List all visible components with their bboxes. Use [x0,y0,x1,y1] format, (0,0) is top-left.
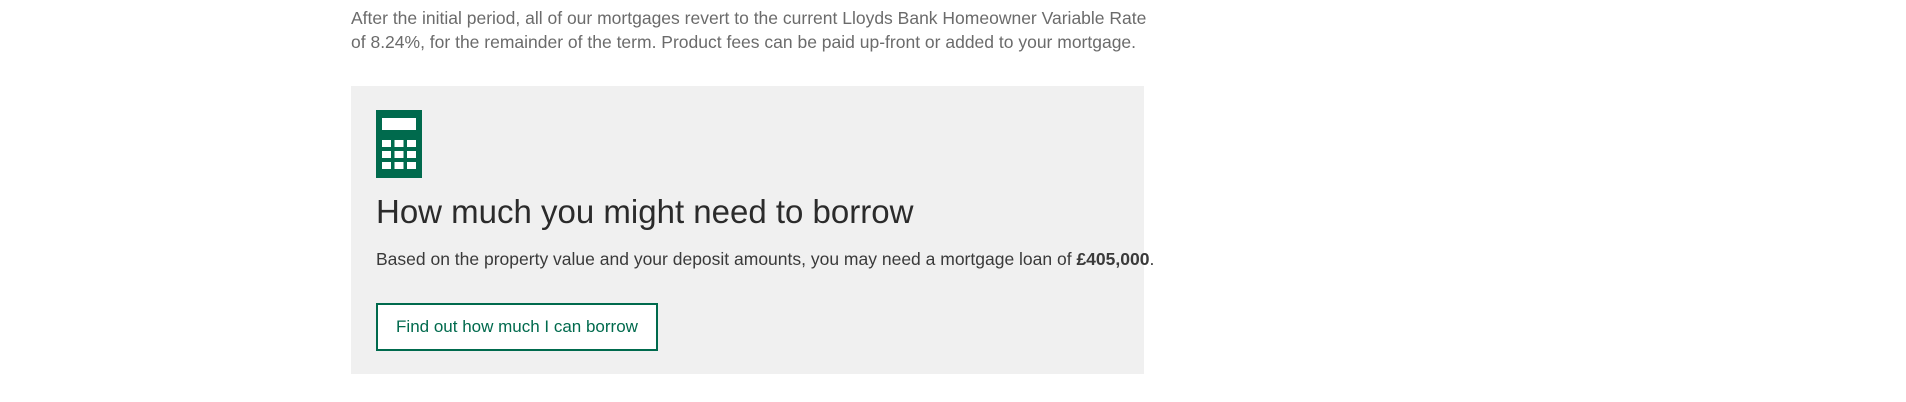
loan-amount: £405,000 [1076,249,1150,269]
borrow-panel-title: How much you might need to borrow [376,193,914,230]
borrow-text-prefix: Based on the property value and your dep… [376,249,1077,269]
find-out-borrow-button[interactable]: Find out how much I can borrow [376,303,658,351]
borrow-text-suffix: . [1149,249,1155,269]
calculator-icon [376,110,422,178]
intro-paragraph: After the initial period, all of our mor… [351,8,1147,52]
borrow-panel-text: Based on the property value and your dep… [376,247,1154,271]
borrow-panel: How much you might need to borrow Based … [351,86,1154,374]
